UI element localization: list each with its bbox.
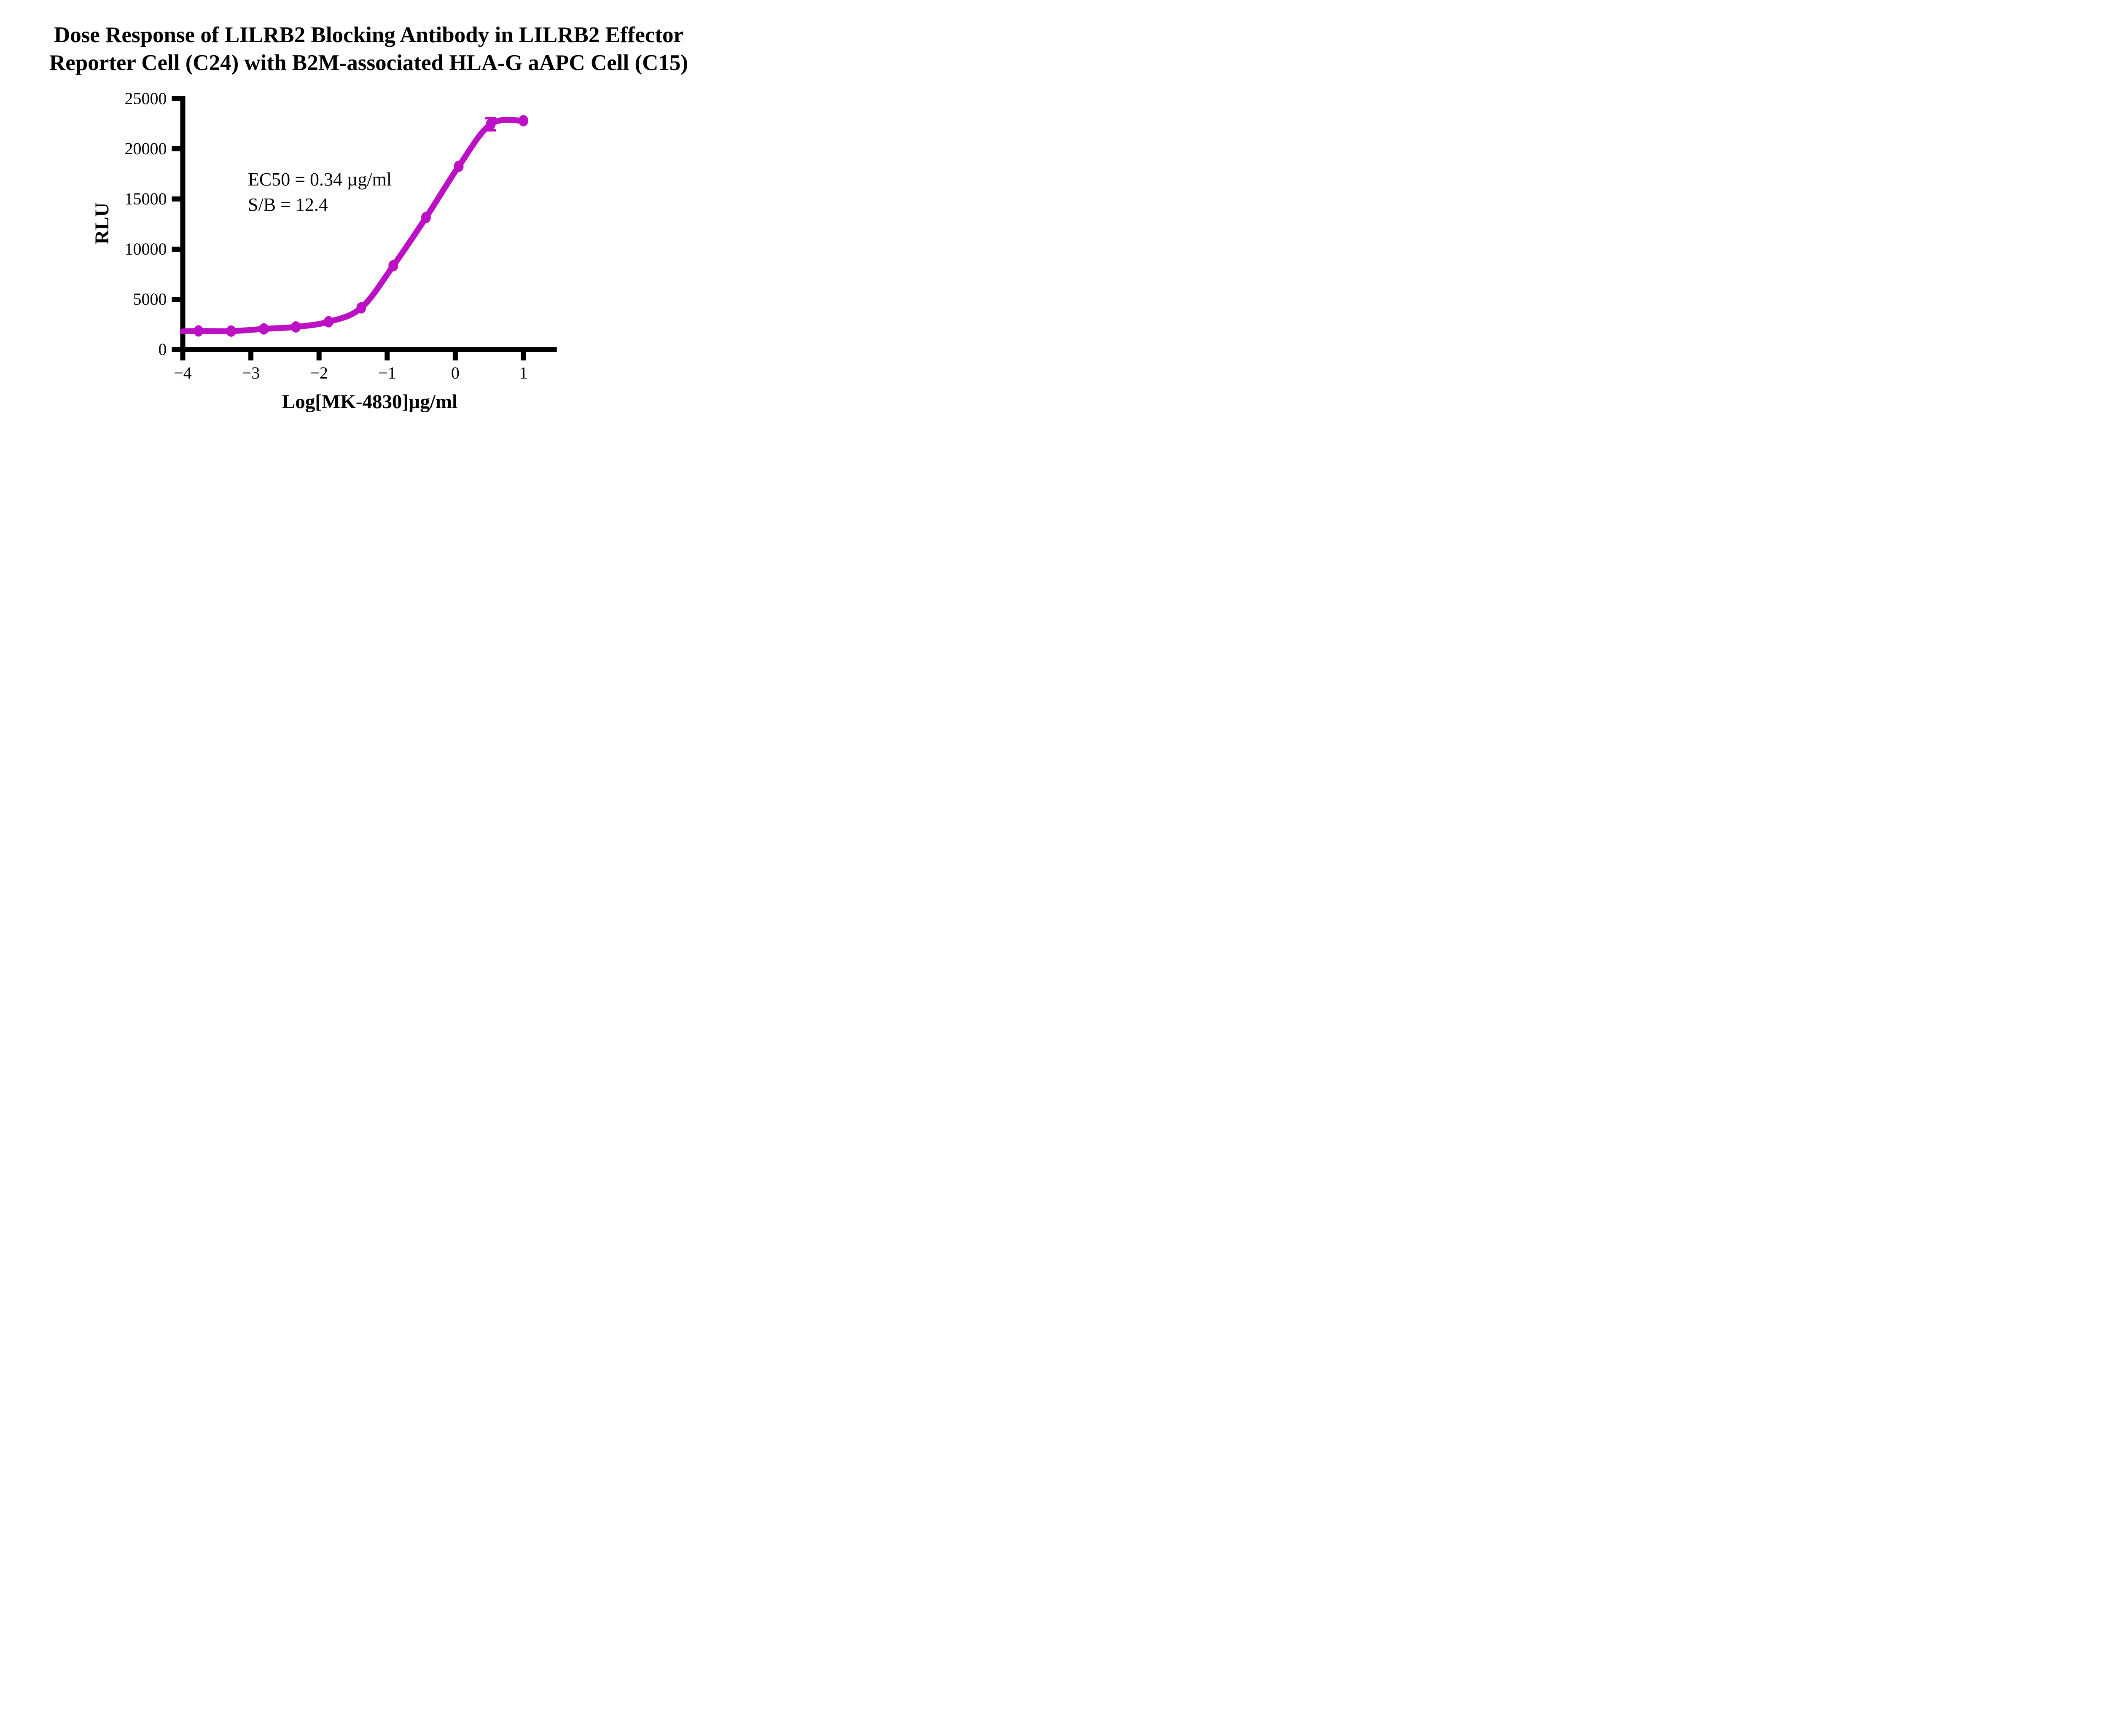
- x-axis-label: Log[MK-4830]µg/ml: [282, 391, 458, 413]
- data-point: [226, 325, 236, 337]
- data-point: [356, 302, 366, 314]
- data-point: [388, 260, 398, 271]
- plot-area: [172, 96, 557, 360]
- y-tick-label: 25000: [124, 89, 167, 108]
- data-point: [421, 212, 431, 223]
- x-tick-label: −4: [174, 363, 192, 382]
- data-point: [259, 323, 269, 335]
- data-point: [323, 316, 333, 328]
- data-point: [454, 161, 464, 172]
- data-point: [486, 118, 496, 130]
- x-tick-label: 1: [519, 363, 528, 382]
- dose-response-curve: [180, 117, 527, 335]
- chart-title: Dose Response of LILRB2 Blocking Antibod…: [0, 21, 737, 77]
- ec50-annotation: EC50 = 0.34 µg/ml: [248, 169, 392, 190]
- x-tick-label: −3: [242, 363, 260, 382]
- x-tick-label: −2: [310, 363, 328, 382]
- data-point: [519, 115, 528, 126]
- y-tick-label: 15000: [124, 189, 167, 208]
- signal-background-annotation: S/B = 12.4: [248, 194, 328, 215]
- y-axis-label: RLU: [91, 202, 113, 245]
- y-tick-label: 0: [158, 340, 167, 359]
- chart-page: { "accent_color": "#BB10C4", "text_color…: [0, 0, 737, 434]
- x-tick-label: −1: [378, 363, 396, 382]
- chart-title-line-1: Dose Response of LILRB2 Blocking Antibod…: [54, 23, 683, 47]
- y-tick-label: 5000: [133, 290, 167, 309]
- chart-title-line-2: Reporter Cell (C24) with B2M-associated …: [49, 51, 688, 75]
- data-point: [291, 321, 301, 333]
- fit-annotation: EC50 = 0.34 µg/ml S/B = 12.4: [248, 167, 392, 218]
- y-tick-label: 10000: [124, 239, 167, 258]
- y-tick-label: 20000: [124, 139, 167, 158]
- data-point: [194, 325, 204, 337]
- x-tick-label: 0: [451, 363, 460, 382]
